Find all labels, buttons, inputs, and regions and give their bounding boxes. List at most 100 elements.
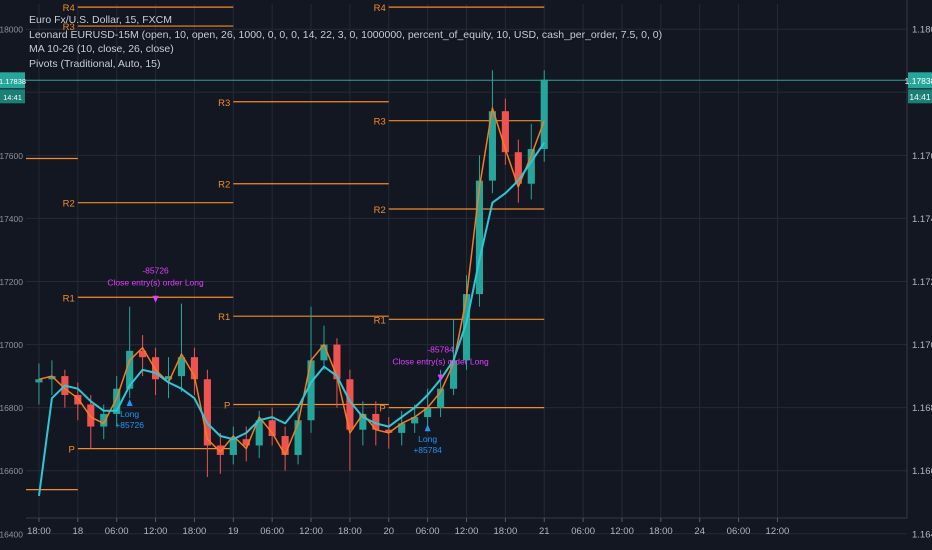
pivot-label: R4 bbox=[63, 3, 75, 14]
legend-study-pivots[interactable]: Pivots (Traditional, Auto, 15) bbox=[29, 57, 161, 70]
y-tick-label-left: 1.17000 bbox=[0, 340, 23, 350]
candle-body[interactable] bbox=[48, 376, 56, 380]
y-tick-label-right: 1.17600 bbox=[912, 151, 932, 162]
candle-body[interactable] bbox=[449, 360, 458, 389]
y-tick-label-right: 1.16400 bbox=[912, 529, 932, 540]
pivot-label: P bbox=[68, 445, 74, 456]
candle-body[interactable] bbox=[242, 439, 250, 446]
legend-title[interactable]: Euro Fx/U.S. Dollar, 15, FXCM bbox=[29, 14, 172, 26]
countdown-badge-left bbox=[0, 89, 25, 104]
candle-body[interactable] bbox=[320, 344, 328, 361]
y-tick-label-right: 1.18000 bbox=[912, 25, 932, 36]
legend-study-ma[interactable]: MA 10-26 (10, close, 26, close) bbox=[29, 43, 174, 55]
candle-body[interactable] bbox=[385, 429, 393, 433]
pivot-label: R1 bbox=[218, 312, 230, 323]
x-tick-label: 06:00 bbox=[105, 526, 129, 537]
x-tick-label: 18:00 bbox=[493, 526, 517, 537]
candle-body[interactable] bbox=[203, 379, 211, 446]
candle-body[interactable] bbox=[281, 436, 289, 455]
candle-body[interactable] bbox=[126, 350, 134, 389]
candle-body[interactable] bbox=[540, 79, 548, 150]
candle-body[interactable] bbox=[268, 420, 276, 437]
candle-body[interactable] bbox=[411, 417, 419, 424]
legend-study-strategy[interactable]: Leonard EURUSD-15M (open, 10, open, 26, … bbox=[29, 28, 663, 41]
candle-body[interactable] bbox=[255, 420, 263, 446]
x-tick-label: 18 bbox=[73, 526, 84, 537]
annotation-order-label: Close entry(s) order Long bbox=[392, 357, 489, 367]
x-tick-label: 21 bbox=[539, 526, 550, 537]
countdown-label: 14:41 bbox=[909, 92, 931, 102]
candle-body[interactable] bbox=[74, 395, 82, 405]
candle-body[interactable] bbox=[87, 404, 95, 427]
series-line[interactable] bbox=[38, 142, 546, 497]
candle-body[interactable] bbox=[514, 152, 522, 184]
annotation-profit-label: +85784 bbox=[413, 445, 442, 455]
x-tick-label: 12:00 bbox=[299, 526, 323, 537]
candle-body[interactable] bbox=[294, 420, 302, 455]
y-tick-label-right: 1.17000 bbox=[912, 340, 932, 351]
exit-marker-arrow[interactable] bbox=[437, 374, 444, 382]
y-tick-label-left: 1.16800 bbox=[0, 403, 23, 413]
candle-body[interactable] bbox=[501, 111, 509, 153]
candle-body[interactable] bbox=[35, 379, 43, 383]
candle-body[interactable] bbox=[333, 344, 341, 380]
annotation-profit-label: -85784 bbox=[427, 345, 454, 355]
candle-body[interactable] bbox=[359, 413, 367, 430]
candle-body[interactable] bbox=[164, 376, 173, 380]
candle-body[interactable] bbox=[437, 388, 445, 408]
candle-body[interactable] bbox=[139, 350, 147, 358]
countdown-badge[interactable] bbox=[908, 89, 932, 104]
annotation-order-label: Long bbox=[120, 409, 139, 419]
candle-body[interactable] bbox=[151, 357, 160, 380]
candle-body[interactable] bbox=[488, 111, 496, 181]
candle-body[interactable] bbox=[424, 407, 432, 418]
y-tick-label-left: 1.17200 bbox=[0, 277, 23, 287]
y-tick-label-right: 1.16600 bbox=[912, 466, 932, 477]
exit-marker-arrow[interactable] bbox=[152, 295, 159, 303]
candle-body[interactable] bbox=[177, 357, 186, 377]
candle-body[interactable] bbox=[307, 360, 315, 421]
y-tick-label-left: 1.16400 bbox=[0, 529, 23, 539]
candle-body[interactable] bbox=[190, 357, 198, 380]
pivot-label: R4 bbox=[374, 3, 386, 14]
pivot-label: R1 bbox=[63, 293, 75, 304]
candle-body[interactable] bbox=[100, 413, 108, 427]
candle-body[interactable] bbox=[229, 439, 237, 455]
y-tick-label-right: 1.17400 bbox=[912, 214, 932, 225]
last-price-badge[interactable] bbox=[908, 72, 932, 89]
x-tick-label: 18:00 bbox=[338, 526, 362, 537]
x-tick-label: 12:00 bbox=[610, 526, 634, 537]
x-tick-label: 24 bbox=[694, 526, 705, 537]
annotation-profit-label: +85726 bbox=[115, 420, 144, 430]
candle-body[interactable] bbox=[113, 388, 121, 414]
pivot-label: R3 bbox=[218, 98, 230, 109]
candle-body[interactable] bbox=[475, 180, 484, 295]
chart-legend: Euro Fx/U.S. Dollar, 15, FXCM Leonard EU… bbox=[29, 13, 662, 71]
pivot-label: R3 bbox=[63, 22, 75, 33]
entry-marker-arrow[interactable] bbox=[424, 424, 431, 432]
last-price-label: 1.17838 bbox=[905, 76, 932, 86]
last-price-badge-left bbox=[0, 72, 25, 89]
y-tick-label-left: 1.16600 bbox=[0, 466, 23, 476]
pivot-label: R2 bbox=[218, 180, 230, 191]
candle-body[interactable] bbox=[216, 445, 224, 455]
candle-body[interactable] bbox=[372, 413, 380, 430]
x-tick-label: 12:00 bbox=[144, 526, 168, 537]
entry-marker-arrow[interactable] bbox=[126, 399, 133, 407]
pivot-label: R2 bbox=[374, 205, 386, 216]
x-tick-label: 18:00 bbox=[27, 526, 51, 537]
candle-body[interactable] bbox=[346, 379, 354, 430]
candle-body[interactable] bbox=[527, 149, 535, 184]
x-tick-label: 19 bbox=[228, 526, 239, 537]
pivot-label: R3 bbox=[374, 117, 386, 128]
x-tick-label: 06:00 bbox=[571, 526, 595, 537]
candle-body[interactable] bbox=[398, 423, 406, 433]
y-tick-label-right: 1.17200 bbox=[912, 277, 932, 288]
x-tick-label: 06:00 bbox=[416, 526, 440, 537]
series-line[interactable] bbox=[38, 107, 545, 456]
x-tick-label: 20 bbox=[383, 526, 394, 537]
candle-body[interactable] bbox=[462, 294, 471, 361]
y-tick-label-left: 1.17400 bbox=[0, 214, 23, 224]
